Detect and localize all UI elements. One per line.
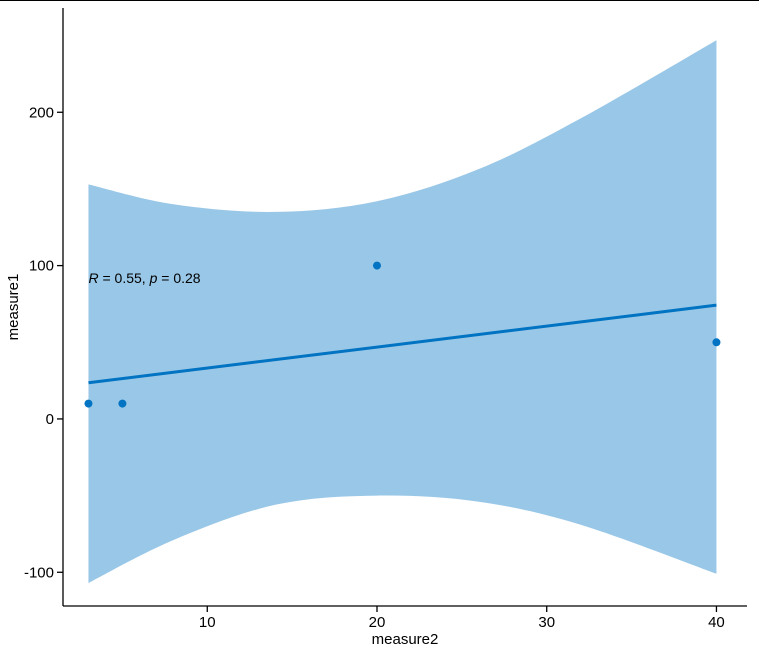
y-tick-label-0: 0 bbox=[46, 411, 54, 428]
r-value: = 0.55, bbox=[99, 270, 150, 286]
correlation-annotation: R = 0.55, p = 0.28 bbox=[88, 270, 200, 286]
axes-layer: 10 20 30 40 -100 0 100 200 bbox=[24, 8, 747, 631]
x-axis-title: measure2 bbox=[372, 631, 439, 648]
data-point-4 bbox=[712, 338, 721, 347]
regression-line-layer bbox=[88, 303, 717, 385]
data-points-layer bbox=[84, 261, 721, 408]
y-tick-label-100: 100 bbox=[29, 258, 54, 275]
data-point-1 bbox=[84, 399, 93, 408]
x-tick-label-20: 20 bbox=[369, 614, 386, 631]
annotation-layer: R = 0.55, p = 0.28 bbox=[88, 270, 200, 286]
p-symbol: p bbox=[149, 270, 158, 286]
x-tick-label-10: 10 bbox=[199, 614, 216, 631]
x-tick-label-40: 40 bbox=[708, 614, 725, 631]
r-symbol: R bbox=[88, 270, 98, 286]
x-tick-label-30: 30 bbox=[538, 614, 555, 631]
y-tick-label--100: -100 bbox=[24, 564, 54, 581]
data-point-3 bbox=[372, 261, 381, 270]
data-point-2 bbox=[118, 399, 127, 408]
confidence-band bbox=[88, 40, 717, 583]
y-axis-title: measure1 bbox=[5, 274, 22, 341]
y-tick-label-200: 200 bbox=[29, 104, 54, 121]
confidence-band-layer bbox=[88, 40, 717, 583]
regression-line bbox=[88, 303, 717, 385]
p-value: = 0.28 bbox=[157, 270, 200, 286]
